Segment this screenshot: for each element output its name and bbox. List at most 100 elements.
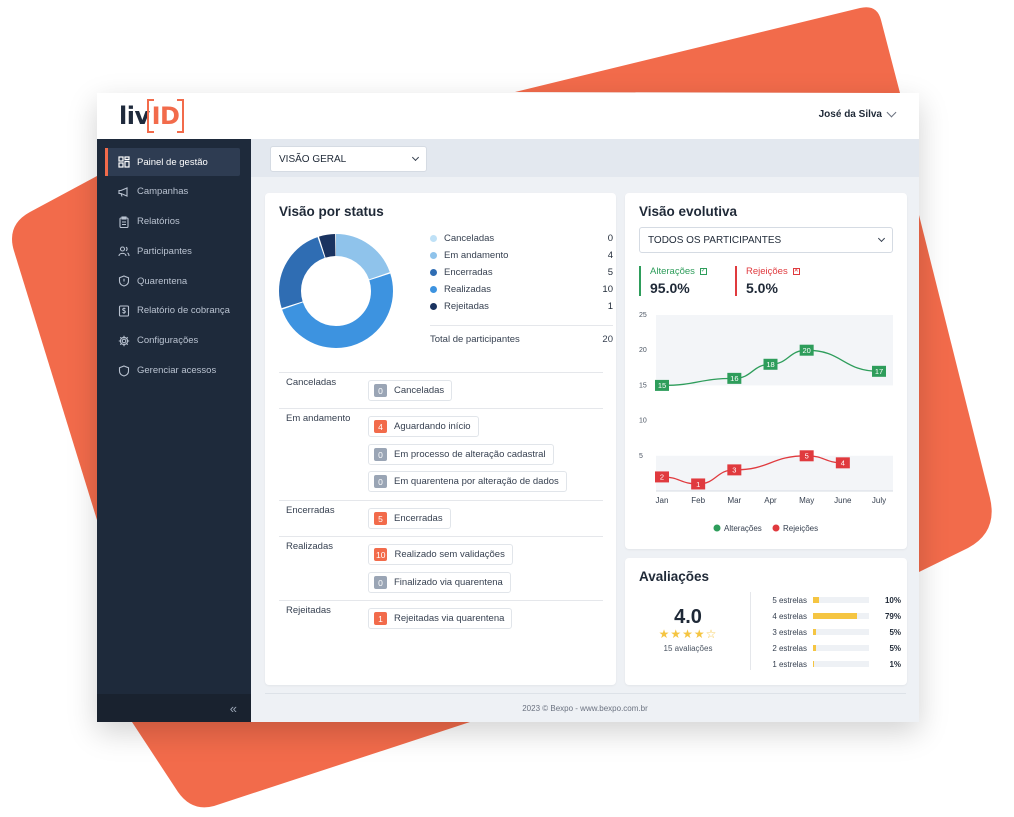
- legend-rejeicoes[interactable]: Rejeições: [772, 524, 819, 533]
- user-menu[interactable]: José da Silva: [819, 107, 897, 120]
- data-point[interactable]: 20: [799, 344, 814, 356]
- legend-value: 1: [607, 301, 613, 312]
- sidebar-item-participantes[interactable]: Participantes: [107, 237, 240, 265]
- sidebar-item-campanhas[interactable]: Campanhas: [107, 178, 240, 206]
- data-label: 5: [805, 452, 809, 461]
- x-tick-label: July: [872, 496, 886, 505]
- main-content: VISÃO GERAL Visão por status Canceladas …: [251, 139, 919, 722]
- star-filled-icon: ★: [670, 627, 683, 641]
- view-select-value: VISÃO GERAL: [279, 153, 347, 165]
- rating-row-percent: 79%: [884, 611, 901, 621]
- rating-bar-fill: [813, 613, 858, 619]
- legend-alteracoes[interactable]: Alterações: [713, 524, 762, 533]
- status-chip[interactable]: 4 Aguardando início: [368, 416, 479, 437]
- data-point-marker: [799, 344, 814, 356]
- donut-slice-realizadas: [279, 234, 393, 348]
- chip-label: Em processo de alteração cadastral: [394, 449, 546, 460]
- sidebar-item-label: Participantes: [137, 245, 192, 257]
- sidebar-nav: Painel de gestão Campanhas Relatórios Pa…: [105, 148, 240, 386]
- status-group-label: Realizadas: [286, 541, 333, 552]
- rating-row-percent: 10%: [884, 595, 901, 605]
- collapse-sidebar-button[interactable]: «: [97, 694, 251, 722]
- data-point[interactable]: 15: [655, 379, 669, 391]
- rating-row-label: 5 estrelas: [772, 595, 807, 605]
- status-group-em-andamento: Em andamento 4 Aguardando início 0 Em pr…: [279, 408, 603, 500]
- legend-dot: [430, 235, 437, 242]
- sidebar-item-painel[interactable]: Painel de gestão: [105, 148, 240, 176]
- data-point-marker: [691, 478, 706, 490]
- rating-row-label: 4 estrelas: [772, 611, 807, 621]
- status-chip[interactable]: 0 Canceladas: [368, 380, 453, 401]
- view-select[interactable]: VISÃO GERAL: [270, 146, 427, 172]
- data-label: 15: [658, 381, 666, 390]
- x-tick-label: Apr: [764, 496, 777, 505]
- status-chip[interactable]: 10 Realizado sem validações: [368, 544, 513, 565]
- star-empty-icon: ☆: [705, 627, 718, 641]
- count-badge: 0: [374, 384, 387, 397]
- data-point-marker: [763, 358, 778, 370]
- rating-score: 4.0: [674, 606, 702, 628]
- sidebar-item-acessos[interactable]: Gerenciar acessos: [107, 357, 240, 385]
- status-group-label: Em andamento: [286, 413, 351, 424]
- status-group-realizadas: Realizadas 10 Realizado sem validações 0…: [279, 536, 603, 600]
- legend-label: Alterações: [724, 524, 762, 533]
- x-tick-label: June: [834, 496, 852, 505]
- participants-select-value: TODOS OS PARTICIPANTES: [648, 234, 782, 246]
- sidebar-item-cobranca[interactable]: Relatório de cobrança: [107, 297, 240, 325]
- data-point[interactable]: 4: [835, 457, 850, 469]
- data-point[interactable]: 5: [799, 450, 814, 462]
- status-chip[interactable]: 0 Finalizado via quarentena: [368, 572, 511, 593]
- data-label: 20: [802, 346, 810, 355]
- participants-select[interactable]: TODOS OS PARTICIPANTES: [639, 227, 893, 253]
- footer-divider: [265, 693, 906, 694]
- deco-shape-bottom: [132, 722, 470, 808]
- legend-row: Rejeitadas 1: [430, 298, 613, 315]
- legend-label: Em andamento: [444, 250, 509, 261]
- livid-logo[interactable]: livID: [119, 102, 180, 130]
- rating-row: 5 estrelas 10%: [767, 594, 901, 606]
- rating-row-percent: 5%: [889, 627, 901, 637]
- data-point[interactable]: 2: [655, 471, 669, 483]
- chip-label: Realizado sem validações: [394, 549, 505, 560]
- status-chip[interactable]: 5 Encerradas: [368, 508, 451, 529]
- legend-row: Realizadas 10: [430, 281, 613, 298]
- x-tick-label: Feb: [691, 496, 705, 505]
- rating-row: 2 estrelas 5%: [767, 642, 901, 654]
- shield-alert-icon: [118, 275, 130, 287]
- data-point[interactable]: 1: [691, 478, 706, 490]
- data-point[interactable]: 3: [727, 464, 742, 476]
- sidebar-item-label: Configurações: [137, 335, 199, 347]
- legend-dot: [430, 286, 437, 293]
- users-icon: [118, 246, 130, 257]
- data-label: 3: [732, 466, 736, 475]
- sidebar-item-configuracoes[interactable]: Configurações: [107, 327, 240, 355]
- data-point-marker: [872, 365, 886, 377]
- rating-row-label: 1 estrelas: [772, 659, 807, 669]
- data-point[interactable]: 17: [872, 365, 886, 377]
- data-label: 4: [841, 459, 845, 468]
- invoice-icon: [118, 305, 130, 317]
- status-card-title: Visão por status: [279, 204, 384, 219]
- chip-label: Em quarentena por alteração de dados: [394, 476, 559, 487]
- kpi-label: Rejeições: [746, 266, 788, 277]
- status-chip[interactable]: 0 Em quarentena por alteração de dados: [368, 471, 567, 492]
- sidebar-item-relatorios[interactable]: Relatórios: [107, 208, 240, 236]
- status-chip[interactable]: 0 Em processo de alteração cadastral: [368, 444, 554, 465]
- rating-row: 4 estrelas 79%: [767, 610, 901, 622]
- data-point[interactable]: 16: [727, 372, 742, 384]
- top-bar: livID José da Silva: [97, 93, 919, 139]
- chip-label: Rejeitadas via quarentena: [394, 613, 505, 624]
- sidebar-item-label: Relatório de cobrança: [137, 305, 230, 317]
- rating-stars: ★★★★☆: [645, 628, 731, 640]
- sidebar-item-quarentena[interactable]: Quarentena: [107, 267, 240, 295]
- legend-row: Encerradas 5: [430, 264, 613, 281]
- chip-label: Aguardando início: [394, 421, 471, 432]
- status-group-rejeitadas: Rejeitadas 1 Rejeitadas via quarentena: [279, 600, 603, 640]
- legend-dot: [430, 303, 437, 310]
- status-chip[interactable]: 1 Rejeitadas via quarentena: [368, 608, 513, 629]
- star-filled-icon: ★: [658, 627, 671, 641]
- data-point[interactable]: 18: [763, 358, 778, 370]
- sidebar-item-label: Gerenciar acessos: [137, 365, 217, 377]
